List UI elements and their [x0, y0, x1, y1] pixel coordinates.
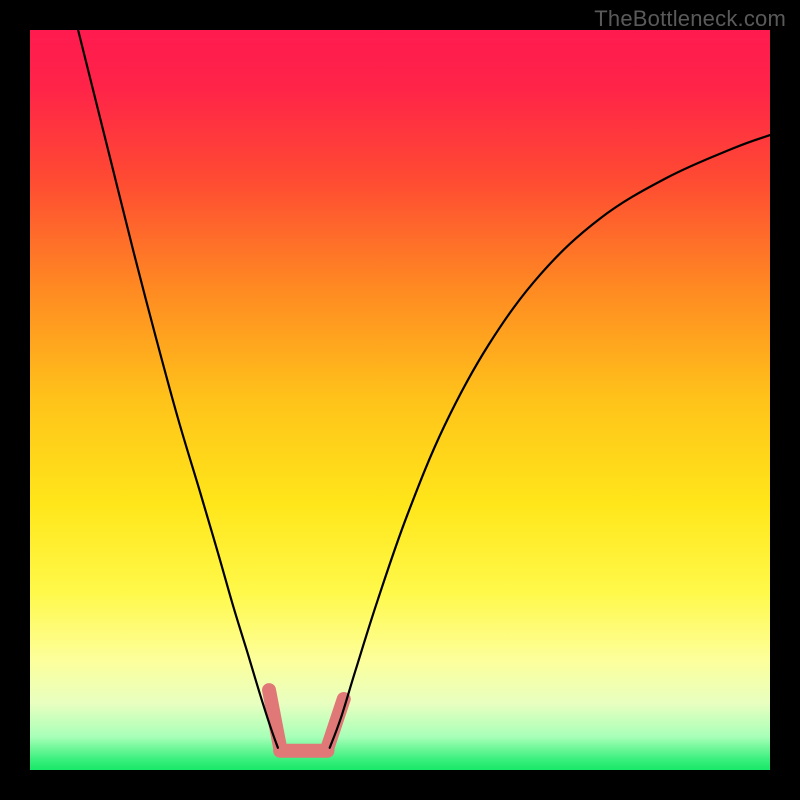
figure-root: TheBottleneck.com: [0, 0, 800, 800]
plot-area: [30, 30, 770, 770]
watermark-text: TheBottleneck.com: [594, 6, 786, 32]
plot-background: [30, 30, 770, 770]
